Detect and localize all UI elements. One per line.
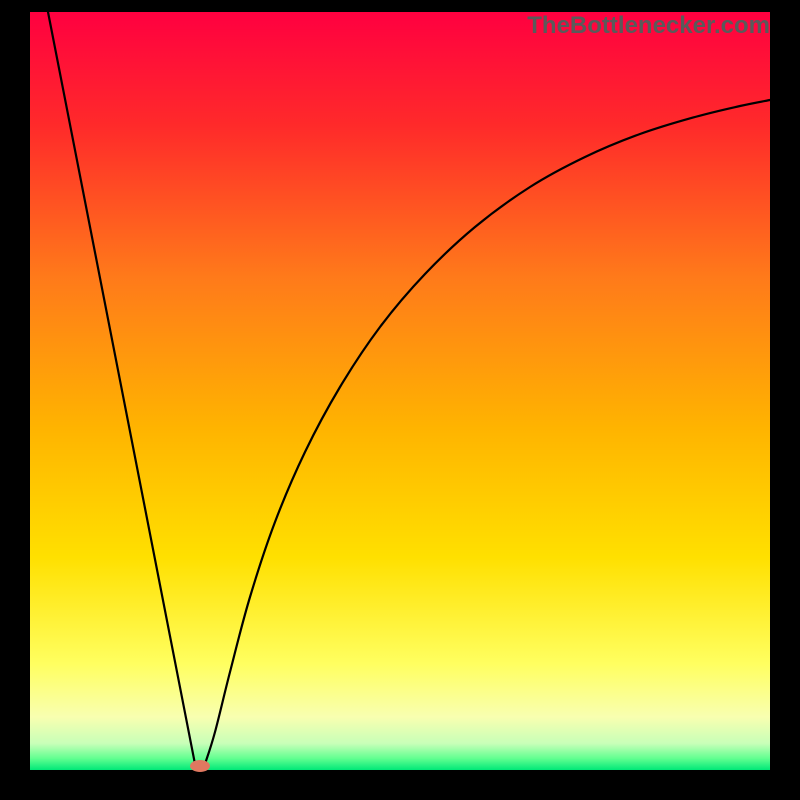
chart-container: TheBottlenecker.com (0, 0, 800, 800)
minimum-marker (190, 760, 210, 772)
bottleneck-curve (0, 0, 800, 800)
curve-path (48, 12, 770, 766)
